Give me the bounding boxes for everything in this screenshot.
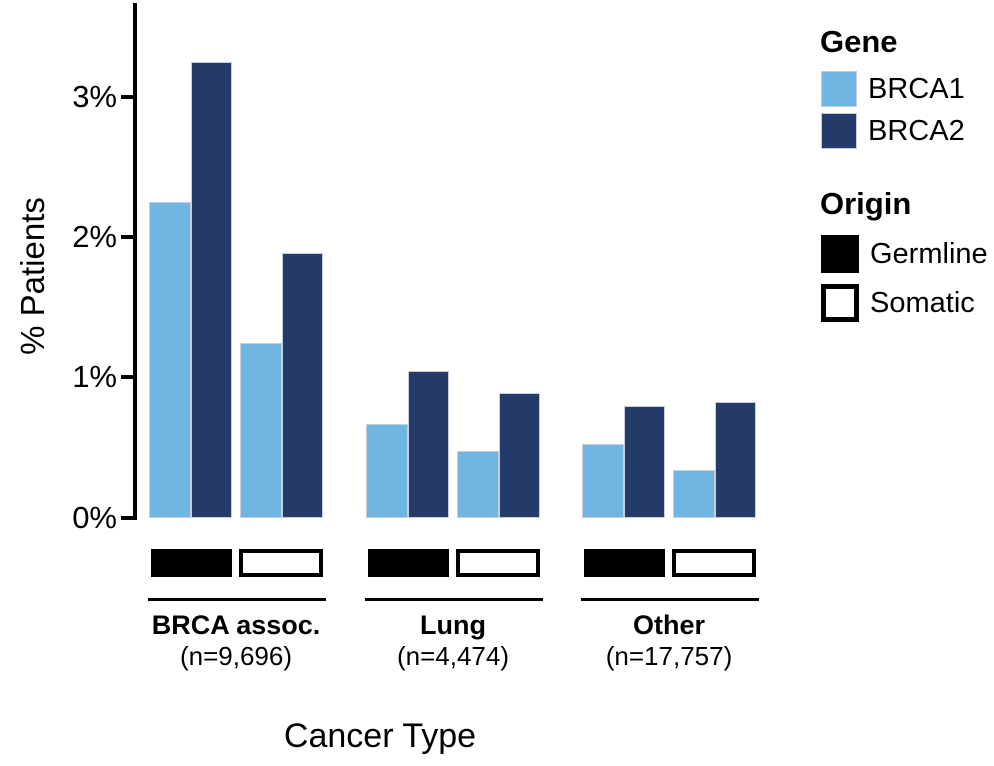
germline-indicator-brca-assoc [151, 549, 232, 577]
group-underline-brca-assoc [148, 598, 326, 601]
bar-lung-somatic-brca2 [498, 393, 540, 518]
group-underline-lung [365, 598, 543, 601]
y-axis-line [133, 3, 137, 519]
legend-label-brca2: BRCA2 [868, 115, 965, 147]
bar-lung-germline-brca2 [407, 370, 449, 518]
legend-item-germline: Germline [821, 235, 988, 273]
group-label-brca-assoc: BRCA assoc. [151, 610, 321, 640]
germline-indicator-other [584, 549, 665, 577]
y-tick-label-1: 1% [72, 359, 117, 395]
group-n-label-brca-assoc: (n=9,696) [179, 641, 293, 671]
legend-gene-title: Gene [820, 24, 898, 59]
group-label-other: Other [632, 610, 705, 640]
brca2-color-swatch [821, 113, 857, 149]
bar-brca-assoc-somatic-brca2 [281, 252, 323, 518]
somatic-indicator-brca-assoc [239, 549, 323, 577]
bar-brca-assoc-somatic-brca1 [240, 342, 282, 518]
legend-label-brca1: BRCA1 [868, 73, 965, 105]
somatic-indicator-other [672, 549, 756, 577]
group-underline-other [581, 598, 759, 601]
bar-lung-somatic-brca1 [457, 450, 499, 518]
y-tick-0 [121, 515, 137, 520]
legend-item-somatic: Somatic [821, 284, 975, 322]
somatic-indicator-lung [456, 549, 540, 577]
legend-label-germline: Germline [870, 238, 988, 270]
legend-label-somatic: Somatic [870, 287, 975, 319]
germline-indicator-lung [368, 549, 449, 577]
bar-other-germline-brca1 [582, 443, 624, 518]
germline-filled-swatch [821, 235, 859, 273]
y-tick-1 [121, 375, 137, 380]
legend-item-brca2: BRCA2 [821, 113, 965, 149]
legend-item-brca1: BRCA1 [821, 71, 965, 107]
group-label-lung: Lung [420, 610, 486, 640]
y-tick-3 [121, 94, 137, 99]
bar-brca-assoc-germline-brca2 [190, 62, 232, 518]
y-tick-label-0: 0% [72, 499, 117, 535]
bar-other-somatic-brca2 [714, 401, 756, 518]
x-axis-title: Cancer Type [283, 717, 477, 755]
legend-origin-title: Origin [820, 186, 912, 221]
bar-brca-assoc-germline-brca1 [149, 202, 191, 518]
y-tick-2 [121, 234, 137, 239]
y-tick-label-2: 2% [72, 218, 117, 254]
bar-lung-germline-brca1 [366, 423, 408, 518]
somatic-outline-swatch [821, 284, 859, 322]
y-tick-label-3: 3% [72, 78, 117, 114]
bar-other-germline-brca2 [623, 405, 665, 518]
bar-other-somatic-brca1 [673, 470, 715, 518]
group-n-label-lung: (n=4,474) [396, 641, 510, 671]
group-n-label-other: (n=17,757) [605, 641, 733, 671]
brca1-color-swatch [821, 71, 857, 107]
